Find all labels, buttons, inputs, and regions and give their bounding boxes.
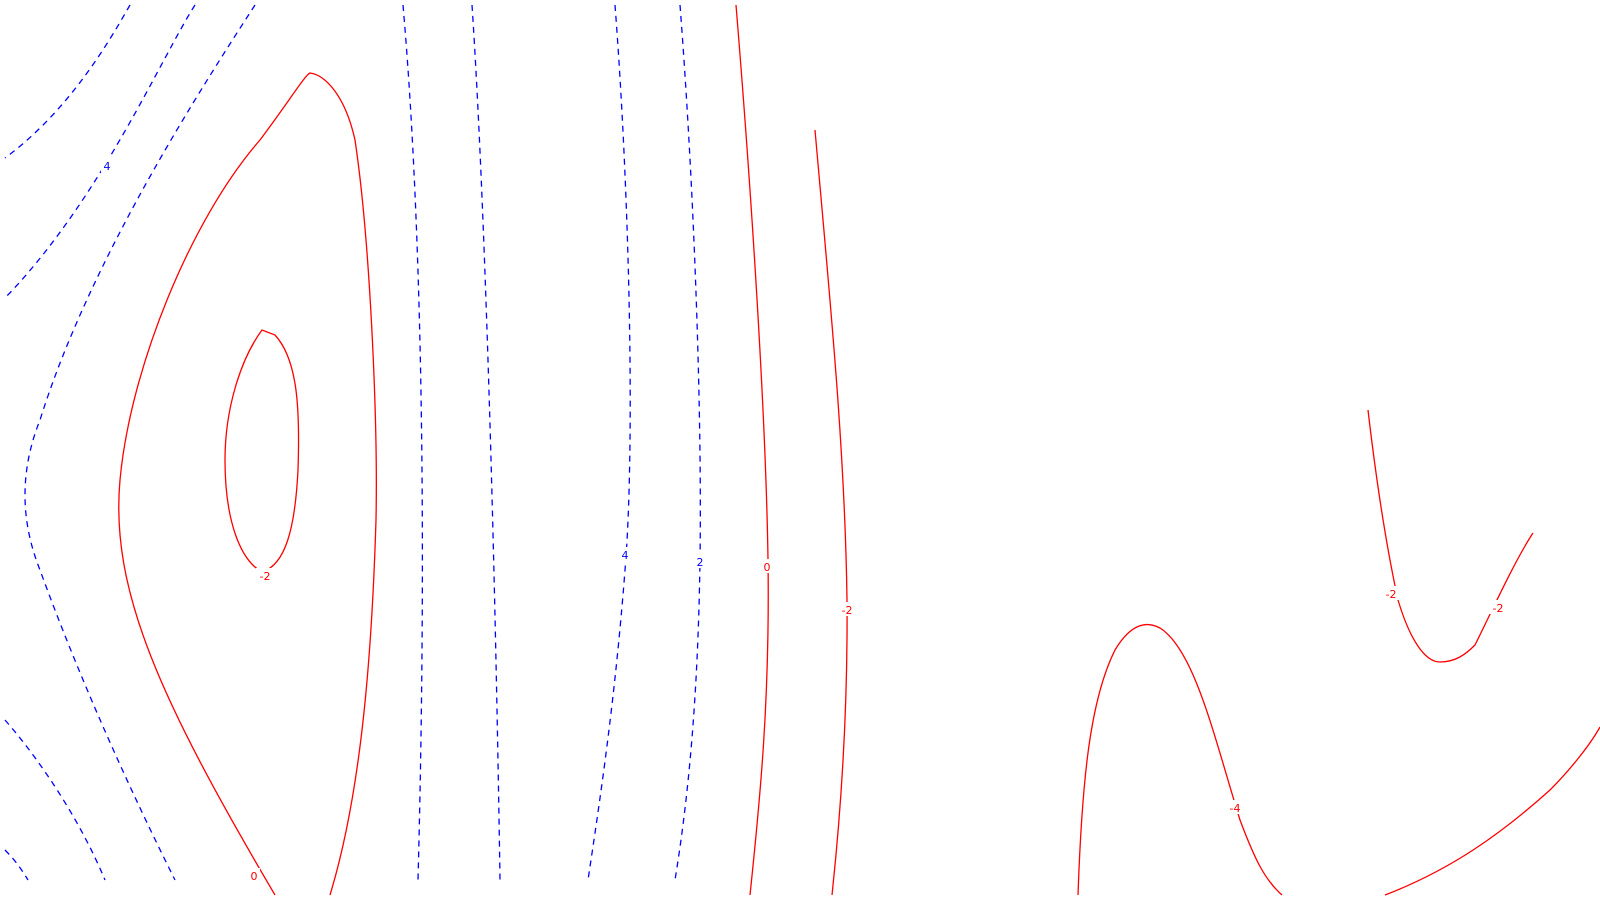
contour-label-2-mid: 2 (694, 554, 706, 569)
contour-label-text: -2 (260, 570, 271, 583)
contour-line-pos-bottom-left (4, 849, 29, 881)
contour-line-neg2-inner-loop (224, 329, 300, 573)
contour-label-neg2-inner: -2 (256, 568, 274, 583)
contour-label-0-mid: 0 (761, 559, 773, 574)
contour-label-neg4-right: -4 (1226, 800, 1244, 815)
contour-line-pos-mid-b (471, 4, 501, 881)
contour-label-neg2-right-a: -2 (1382, 586, 1400, 601)
contour-label-text: 0 (251, 870, 258, 883)
contour-line-neg2-mid (814, 129, 848, 896)
contour-label-text: -2 (1493, 602, 1504, 615)
contour-label-text: 4 (622, 549, 629, 562)
contour-label-text: -2 (1386, 588, 1397, 601)
contour-label-text: 2 (697, 556, 704, 569)
contour-label-neg2-mid: -2 (838, 602, 856, 617)
contour-line-pos-mid-a (402, 4, 424, 881)
contour-label-neg2-right-b: -2 (1489, 600, 1507, 615)
contour-label-text: -4 (1230, 802, 1241, 815)
contour-line-pos-2-mid (674, 4, 701, 881)
contour-line-pos-top (4, 4, 196, 299)
contour-line-zero-left-loop (118, 72, 377, 896)
contour-label-4-left: 4 (101, 158, 113, 173)
contour-label-text: 4 (104, 160, 111, 173)
contour-line-pos-4-left (24, 4, 256, 881)
contour-line-neg4-hump (1077, 623, 1283, 896)
contour-line-pos-outer-top (4, 4, 131, 159)
contour-label-4-mid: 4 (619, 547, 631, 562)
contour-line-pos-4-mid (587, 4, 631, 881)
contour-line-neg-bottom-right (1384, 726, 1600, 896)
contour-line-neg2-right-u (1367, 409, 1534, 663)
contour-label-text: 0 (764, 561, 771, 574)
contour-label-0-left: 0 (248, 868, 260, 883)
contour-line-zero-mid (735, 4, 769, 896)
contour-line-pos-lower-left (4, 719, 106, 881)
contour-label-text: -2 (842, 604, 853, 617)
